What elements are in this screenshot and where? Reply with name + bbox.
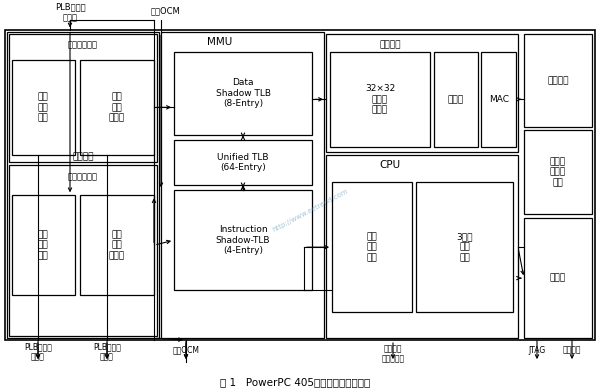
Text: 指令OCM: 指令OCM [150, 6, 180, 15]
Text: 数据OCM: 数据OCM [173, 346, 199, 354]
Text: http://www.eetrend.com: http://www.eetrend.com [271, 188, 349, 233]
Text: 数据缓存单元: 数据缓存单元 [68, 40, 98, 49]
Bar [5, 31, 595, 340]
Text: 数据
缓存
控制器: 数据 缓存 控制器 [109, 93, 125, 122]
Bar [524, 130, 592, 214]
Text: 图 1   PowerPC 405处理器核功能结构图: 图 1 PowerPC 405处理器核功能结构图 [220, 377, 370, 387]
Bar [524, 34, 592, 127]
Text: Instruction
Shadow-TLB
(4-Entry): Instruction Shadow-TLB (4-Entry) [216, 225, 270, 255]
Text: CPU: CPU [379, 160, 401, 170]
Text: MAC: MAC [489, 95, 509, 104]
Text: JTAG: JTAG [529, 346, 545, 354]
Bar [80, 60, 154, 155]
Bar [80, 195, 154, 295]
Text: Unified TLB
(64-Entry): Unified TLB (64-Entry) [217, 152, 269, 172]
Text: PLB主设备
读接口: PLB主设备 读接口 [93, 342, 121, 362]
Bar [434, 53, 478, 147]
Text: 3元素
取指
队列: 3元素 取指 队列 [457, 232, 473, 262]
Bar [332, 182, 412, 312]
Text: 调试逻辑: 调试逻辑 [547, 76, 569, 85]
Bar [330, 53, 430, 147]
Bar [12, 195, 75, 295]
Bar [416, 182, 513, 312]
Text: Data
Shadow TLB
(8-Entry): Data Shadow TLB (8-Entry) [215, 78, 271, 108]
Bar [326, 34, 518, 152]
Text: 指令
缓存
控制器: 指令 缓存 控制器 [109, 230, 125, 260]
Bar [7, 33, 159, 338]
Bar [174, 53, 312, 135]
Bar [524, 218, 592, 338]
Text: 累加器: 累加器 [448, 95, 464, 104]
Bar [161, 33, 324, 338]
Text: 执行单元: 执行单元 [379, 40, 401, 49]
Bar [326, 155, 518, 338]
Bar [174, 140, 312, 185]
Text: 指令追踪: 指令追踪 [563, 346, 581, 354]
Text: MMU: MMU [208, 37, 233, 47]
Text: 外部中断
控制器接口: 外部中断 控制器接口 [382, 344, 404, 364]
Bar [174, 190, 312, 290]
Text: 缓存单元: 缓存单元 [72, 153, 94, 162]
Bar [481, 53, 516, 147]
Text: 定时器
和调试
逻辑: 定时器 和调试 逻辑 [550, 157, 566, 187]
Text: 数据
缓存
阵列: 数据 缓存 阵列 [38, 93, 49, 122]
Bar [9, 165, 157, 336]
Bar [9, 34, 157, 162]
Bar [12, 60, 75, 155]
Text: 取指
译码
逻辑: 取指 译码 逻辑 [367, 232, 377, 262]
Text: 指令
缓存
阵列: 指令 缓存 阵列 [38, 230, 49, 260]
Text: PLB主设备
读接口: PLB主设备 读接口 [55, 3, 85, 22]
Text: PLB主设备
写接口: PLB主设备 写接口 [24, 342, 52, 362]
Text: 32×32
位通用
寄存器: 32×32 位通用 寄存器 [365, 84, 395, 114]
Text: 指令缓存单元: 指令缓存单元 [68, 173, 98, 182]
Text: 定时器: 定时器 [550, 274, 566, 283]
